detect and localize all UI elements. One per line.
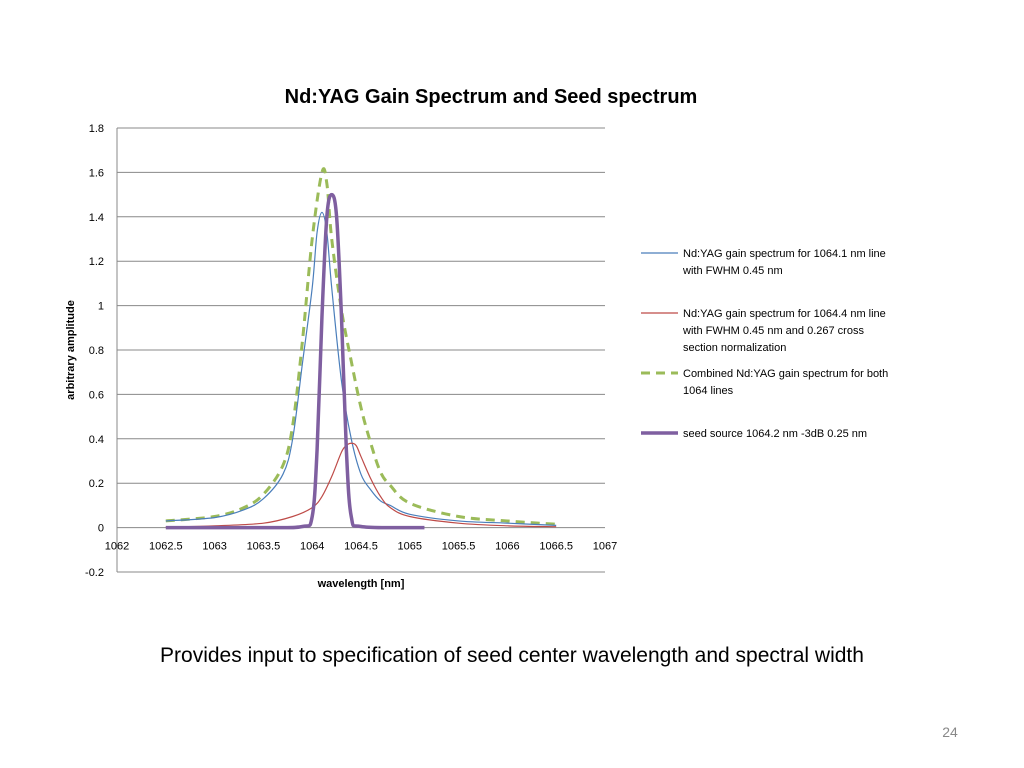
x-tick-label: 1062 bbox=[105, 541, 129, 553]
legend-label-3: Combined Nd:YAG gain spectrum for both 10… bbox=[683, 368, 888, 397]
legend: Nd:YAG gain spectrum for 1064.1 nm line w… bbox=[641, 248, 888, 440]
x-tick-label: 1062.5 bbox=[149, 541, 183, 553]
legend-label-1: Nd:YAG gain spectrum for 1064.1 nm line w… bbox=[682, 248, 886, 277]
y-tick-labels: -0.2 0 0.2 0.4 0.6 0.8 1 1.2 1.4 1.6 1.8 bbox=[85, 123, 104, 579]
y-tick-label: 0.6 bbox=[89, 389, 104, 401]
series-line-4 bbox=[165, 192, 425, 530]
y-tick-label: -0.2 bbox=[85, 567, 104, 579]
x-tick-label: 1066 bbox=[495, 541, 519, 553]
y-tick-label: 1.6 bbox=[89, 167, 104, 179]
x-tick-label: 1063 bbox=[202, 541, 226, 553]
y-axis-label: arbitrary amplitude bbox=[65, 300, 77, 400]
y-tick-label: 0 bbox=[98, 523, 104, 535]
y-tick-label: 1 bbox=[98, 301, 104, 313]
y-tick-label: 0.4 bbox=[89, 434, 104, 446]
page-number: 24 bbox=[942, 724, 958, 740]
y-tick-label: 0.2 bbox=[89, 478, 104, 490]
x-tick-label: 1066.5 bbox=[539, 541, 573, 553]
x-tick-label: 1065.5 bbox=[442, 541, 476, 553]
series-line-3 bbox=[165, 167, 557, 526]
x-tick-label: 1064.5 bbox=[344, 541, 378, 553]
slide-caption: Provides input to specification of seed … bbox=[160, 644, 864, 667]
legend-label-2: Nd:YAG gain spectrum for 1064.4 nm line w… bbox=[682, 308, 886, 354]
x-tick-label: 1064 bbox=[300, 541, 324, 553]
series-line-2 bbox=[165, 442, 557, 528]
legend-label-4: seed source 1064.2 nm -3dB 0.25 nm bbox=[683, 428, 867, 440]
y-tick-label: 1.8 bbox=[89, 123, 104, 135]
chart-title: Nd:YAG Gain Spectrum and Seed spectrum bbox=[285, 86, 698, 108]
y-tick-label: 1.2 bbox=[89, 256, 104, 268]
y-tick-label: 1.4 bbox=[89, 212, 104, 224]
x-axis-label: wavelength [nm] bbox=[317, 578, 405, 590]
y-tick-label: 0.8 bbox=[89, 345, 104, 357]
x-tick-label: 1065 bbox=[398, 541, 422, 553]
gridlines bbox=[117, 127, 605, 573]
x-tick-label: 1063.5 bbox=[247, 541, 281, 553]
x-tick-label: 1067 bbox=[593, 541, 617, 553]
series-line-1 bbox=[165, 211, 557, 526]
x-tick-labels: 1062 1062.5 1063 1063.5 1064 1064.5 1065 1065.5… bbox=[105, 541, 617, 553]
series-lines bbox=[165, 167, 557, 530]
